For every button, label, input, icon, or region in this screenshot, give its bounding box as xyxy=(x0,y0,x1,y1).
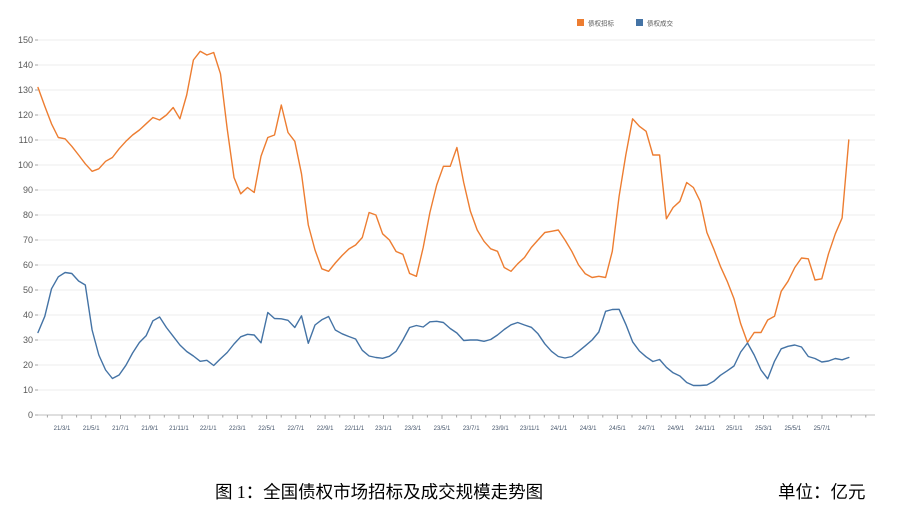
x-tick-label: 24/1/1 xyxy=(551,426,568,432)
series-line-tender xyxy=(37,50,850,344)
x-tick-label: 22/1/1 xyxy=(200,426,217,432)
y-tick-label: 100 xyxy=(18,160,33,170)
x-tick-label: 23/9/1 xyxy=(492,426,509,432)
x-tick-label: 22/5/1 xyxy=(258,426,275,432)
y-tick-label: 60 xyxy=(23,260,33,270)
y-tick-label: 10 xyxy=(23,385,33,395)
x-tick-label: 22/11/1 xyxy=(345,426,365,432)
x-tick-label: 24/5/1 xyxy=(609,426,626,432)
y-tick-label: 40 xyxy=(23,310,33,320)
x-tick-label: 21/9/1 xyxy=(141,426,158,432)
y-tick-label: 80 xyxy=(23,210,33,220)
x-tick-label: 21/3/1 xyxy=(54,426,71,432)
y-tick-label: 50 xyxy=(23,285,33,295)
y-tick-label: 140 xyxy=(18,60,33,70)
x-tick-label: 24/3/1 xyxy=(580,426,597,432)
unit-label: 单位：亿元 xyxy=(778,482,866,502)
y-tick-label: 130 xyxy=(18,85,33,95)
y-tick-label: 120 xyxy=(18,110,33,120)
series-line-deal xyxy=(37,271,850,387)
x-tick-label: 24/11/1 xyxy=(695,426,715,432)
y-tick-label: 150 xyxy=(18,35,33,45)
legend-swatch-tender xyxy=(577,19,584,26)
legend-label-tender: 债权招标 xyxy=(588,19,615,28)
legend-label-deal: 债权成交 xyxy=(647,19,674,28)
x-tick-label: 23/1/1 xyxy=(375,426,392,432)
x-axis-labels: 21/3/1 21/5/1 21/7/1 21/9/1 21/11/1 22/1/1 22/… xyxy=(54,426,831,432)
x-tick-label: 21/7/1 xyxy=(112,426,129,432)
y-tick-label: 20 xyxy=(23,360,33,370)
y-tick-label: 70 xyxy=(23,235,33,245)
y-tick-label: 0 xyxy=(28,410,33,420)
x-tick-label: 24/9/1 xyxy=(667,426,684,432)
x-tick-label: 23/11/1 xyxy=(520,426,540,432)
x-tick-label: 25/7/1 xyxy=(814,426,831,432)
x-tick-label: 22/3/1 xyxy=(229,426,246,432)
x-tick-label: 25/3/1 xyxy=(755,426,772,432)
x-axis-ticks xyxy=(46,415,867,419)
figure-caption: 图 1：全国债权市场招标及成交规模走势图 xyxy=(215,482,544,502)
x-tick-label: 22/9/1 xyxy=(317,426,334,432)
y-tick-label: 110 xyxy=(19,135,33,145)
x-tick-label: 25/1/1 xyxy=(726,426,743,432)
chart-legend: 债权招标 债权成交 xyxy=(577,19,674,28)
y-grid-and-labels: 0 10 20 30 40 50 60 70 80 90 100 110 120 130 140 150 xyxy=(18,35,875,420)
y-tick-label: 90 xyxy=(23,185,33,195)
x-tick-label: 22/7/1 xyxy=(287,426,304,432)
x-tick-label: 23/7/1 xyxy=(463,426,480,432)
x-tick-label: 23/5/1 xyxy=(434,426,451,432)
x-tick-label: 25/5/1 xyxy=(784,426,801,432)
x-tick-label: 21/5/1 xyxy=(83,426,100,432)
x-tick-label: 21/11/1 xyxy=(169,426,189,432)
x-tick-label: 24/7/1 xyxy=(638,426,655,432)
trend-chart-canvas: 0 10 20 30 40 50 60 70 80 90 100 110 120 130 140 150 21/… xyxy=(18,19,875,432)
x-tick-label: 23/3/1 xyxy=(404,426,421,432)
y-tick-label: 30 xyxy=(23,335,33,345)
legend-swatch-deal xyxy=(636,19,643,26)
